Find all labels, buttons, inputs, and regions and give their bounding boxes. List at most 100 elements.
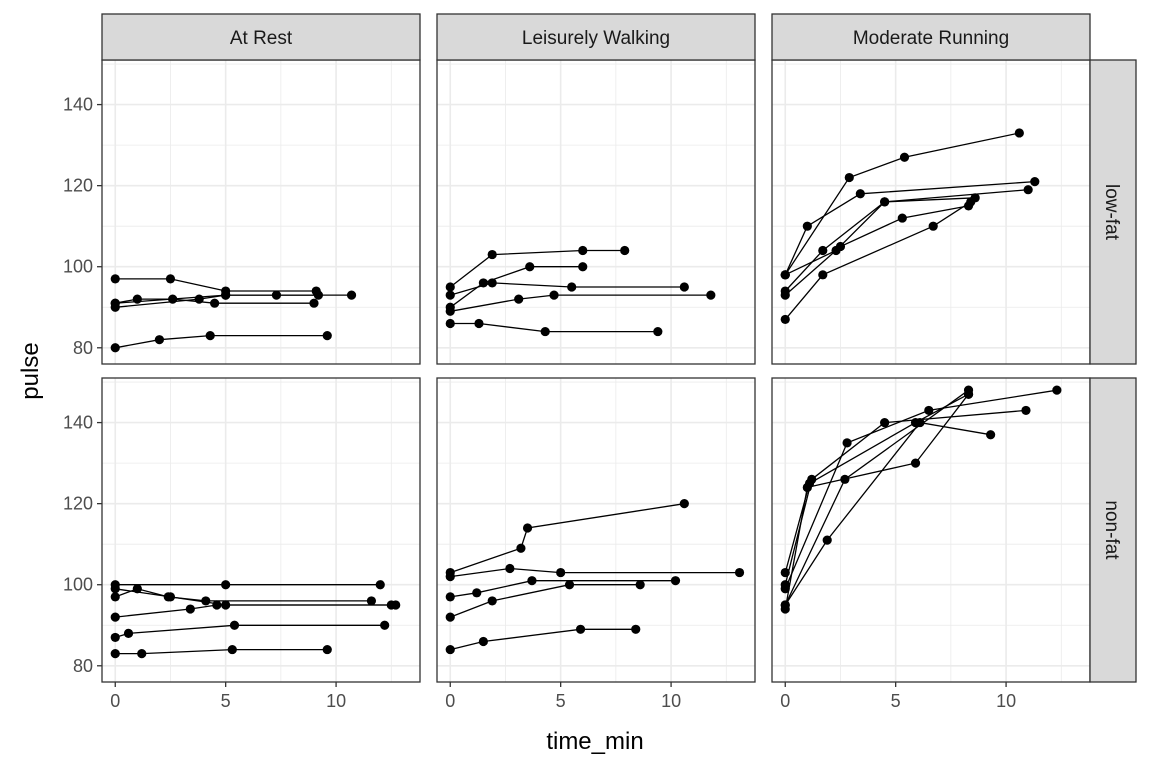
data-point <box>375 580 385 590</box>
data-point <box>924 405 934 416</box>
series-line <box>450 322 658 333</box>
data-point <box>123 628 134 638</box>
facet-label-row: non-fat <box>1101 500 1122 560</box>
series-line <box>784 389 1058 590</box>
x-tick-label: 5 <box>556 691 566 711</box>
series-line <box>450 628 636 651</box>
facet-label-column: At Rest <box>230 28 293 49</box>
series-line <box>115 278 317 292</box>
series-line <box>785 189 1029 276</box>
data-point <box>670 576 681 586</box>
series-line <box>115 604 392 618</box>
data-point <box>915 417 925 428</box>
facet-panel <box>101 59 421 365</box>
facet-panel <box>436 59 756 365</box>
panel-background <box>772 60 1090 364</box>
data-point <box>221 580 231 590</box>
data-point <box>137 649 147 659</box>
series-line <box>450 580 676 598</box>
data-point <box>1014 128 1024 138</box>
data-point <box>780 270 790 280</box>
data-point <box>540 326 550 337</box>
data-point <box>185 604 195 614</box>
data-point <box>516 543 526 553</box>
x-tick-label: 10 <box>326 691 346 711</box>
data-point <box>578 245 588 256</box>
data-point <box>578 262 588 272</box>
data-point <box>527 576 537 586</box>
data-point <box>445 306 455 316</box>
y-tick-label: 120 <box>63 494 93 514</box>
data-point <box>445 282 455 292</box>
facet-label-column: Leisurely Walking <box>522 28 670 49</box>
series-line <box>115 624 385 639</box>
data-point <box>221 290 231 300</box>
data-point <box>445 612 455 622</box>
panel-background <box>102 378 420 682</box>
data-point <box>575 624 586 634</box>
y-tick-label: 120 <box>63 176 93 196</box>
data-point <box>346 290 357 300</box>
data-point <box>205 331 215 341</box>
facet-strips: At Rest Leisurely Walking Moderate Running… <box>101 13 1137 683</box>
data-point <box>818 270 828 280</box>
data-point <box>110 584 120 594</box>
series-line <box>450 584 641 618</box>
data-point <box>780 604 790 614</box>
data-point <box>210 298 220 308</box>
data-point <box>897 213 907 223</box>
data-point <box>309 298 319 308</box>
data-point <box>780 290 790 300</box>
facet-panel <box>101 377 421 683</box>
data-point <box>110 592 120 602</box>
x-tick-label: 10 <box>996 691 1016 711</box>
data-point <box>564 580 575 590</box>
data-point <box>855 189 865 199</box>
data-point <box>474 318 484 329</box>
facet-strip-column <box>436 13 756 61</box>
facet-label-row: low-fat <box>1101 184 1122 241</box>
data-point <box>1052 385 1062 395</box>
data-point <box>514 294 524 304</box>
facet-panel <box>771 59 1091 365</box>
y-tick-label: 140 <box>63 95 93 115</box>
data-point <box>154 335 165 345</box>
data-point <box>928 221 938 231</box>
data-point <box>165 274 176 284</box>
data-point <box>986 430 996 440</box>
series-line <box>784 201 972 320</box>
y-tick-label: 100 <box>63 575 93 595</box>
data-point <box>679 499 689 509</box>
data-point <box>631 624 641 634</box>
x-tick-label: 0 <box>780 691 790 711</box>
data-point <box>807 474 817 484</box>
data-point <box>445 290 455 300</box>
data-point <box>110 298 120 308</box>
y-axis-title: pulse <box>17 342 44 399</box>
series-line <box>784 205 969 296</box>
series-line <box>450 294 711 312</box>
data-point <box>966 197 976 207</box>
data-point <box>522 523 533 533</box>
facet-strip-row <box>1089 377 1137 683</box>
data-point <box>549 290 559 300</box>
data-point <box>505 563 515 574</box>
series-line <box>449 266 583 308</box>
y-tick-label: 80 <box>73 338 93 358</box>
data-point <box>802 482 812 493</box>
data-point <box>567 282 577 292</box>
data-point <box>322 331 332 341</box>
data-point <box>110 274 120 284</box>
panel-background <box>102 60 420 364</box>
data-point <box>380 620 390 630</box>
panel-background <box>437 60 755 364</box>
data-point <box>1021 405 1031 416</box>
data-point <box>165 592 176 602</box>
facet-label-column: Moderate Running <box>853 28 1009 49</box>
data-point <box>487 249 497 260</box>
y-tick-label: 100 <box>63 257 93 277</box>
facet-panel <box>771 377 1091 683</box>
data-point <box>780 584 790 594</box>
